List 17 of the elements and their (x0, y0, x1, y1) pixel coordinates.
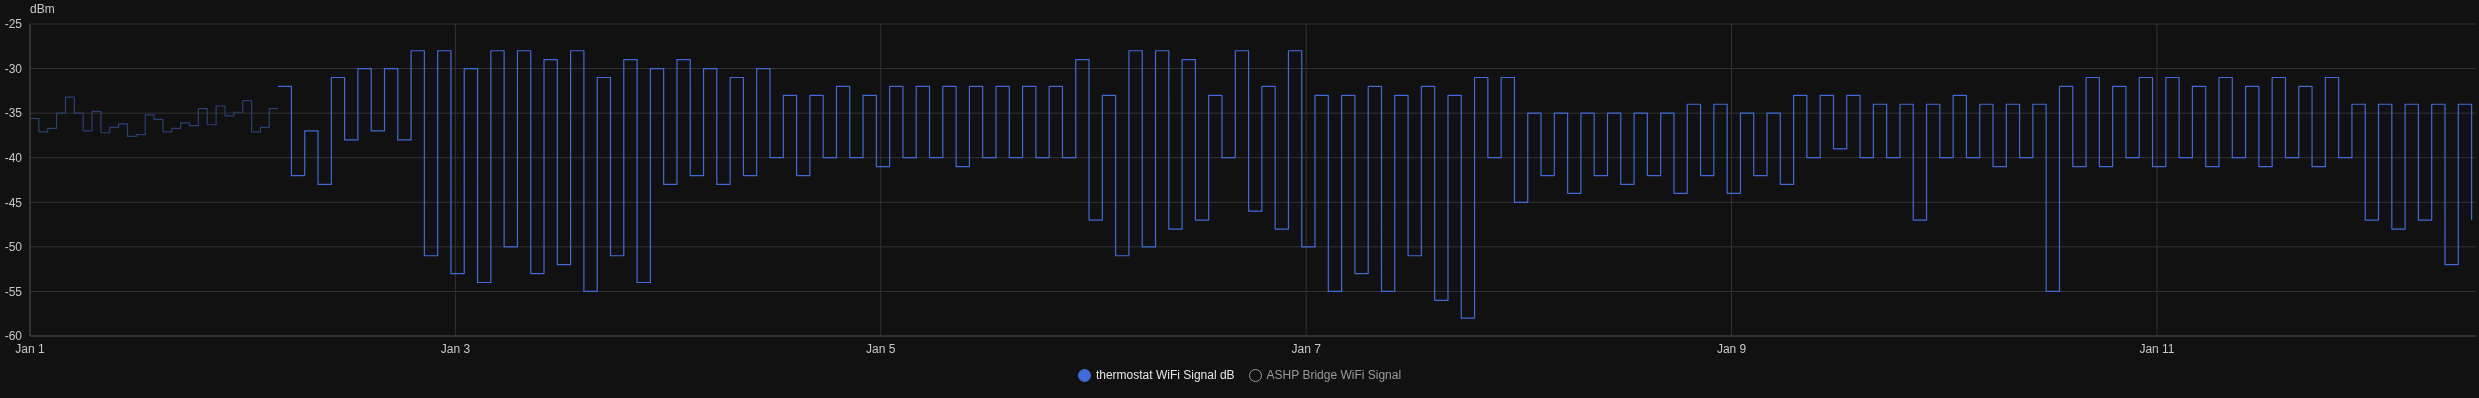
y-tick-label: -55 (4, 284, 23, 299)
x-tick-label: Jan 3 (440, 341, 471, 356)
x-tick-label: Jan 9 (1716, 341, 1747, 356)
y-tick-label: -25 (4, 17, 23, 32)
y-tick-label: -45 (4, 195, 23, 210)
y-axis-title: dBm (30, 2, 55, 16)
x-tick-label: Jan 1 (15, 341, 45, 356)
x-tick-label: Jan 5 (866, 341, 896, 356)
x-tick-label: Jan 11 (2139, 341, 2175, 356)
legend-label: thermostat WiFi Signal dB (1095, 368, 1235, 382)
y-tick-label: -40 (4, 150, 23, 165)
legend-label: ASHP Bridge WiFi Signal (1266, 368, 1402, 382)
y-tick-label: -30 (4, 61, 23, 76)
y-tick-label: -50 (4, 240, 23, 255)
y-tick-label: -35 (4, 106, 23, 121)
x-tick-label: Jan 7 (1291, 341, 1322, 356)
y-tick-label: -60 (4, 329, 23, 344)
